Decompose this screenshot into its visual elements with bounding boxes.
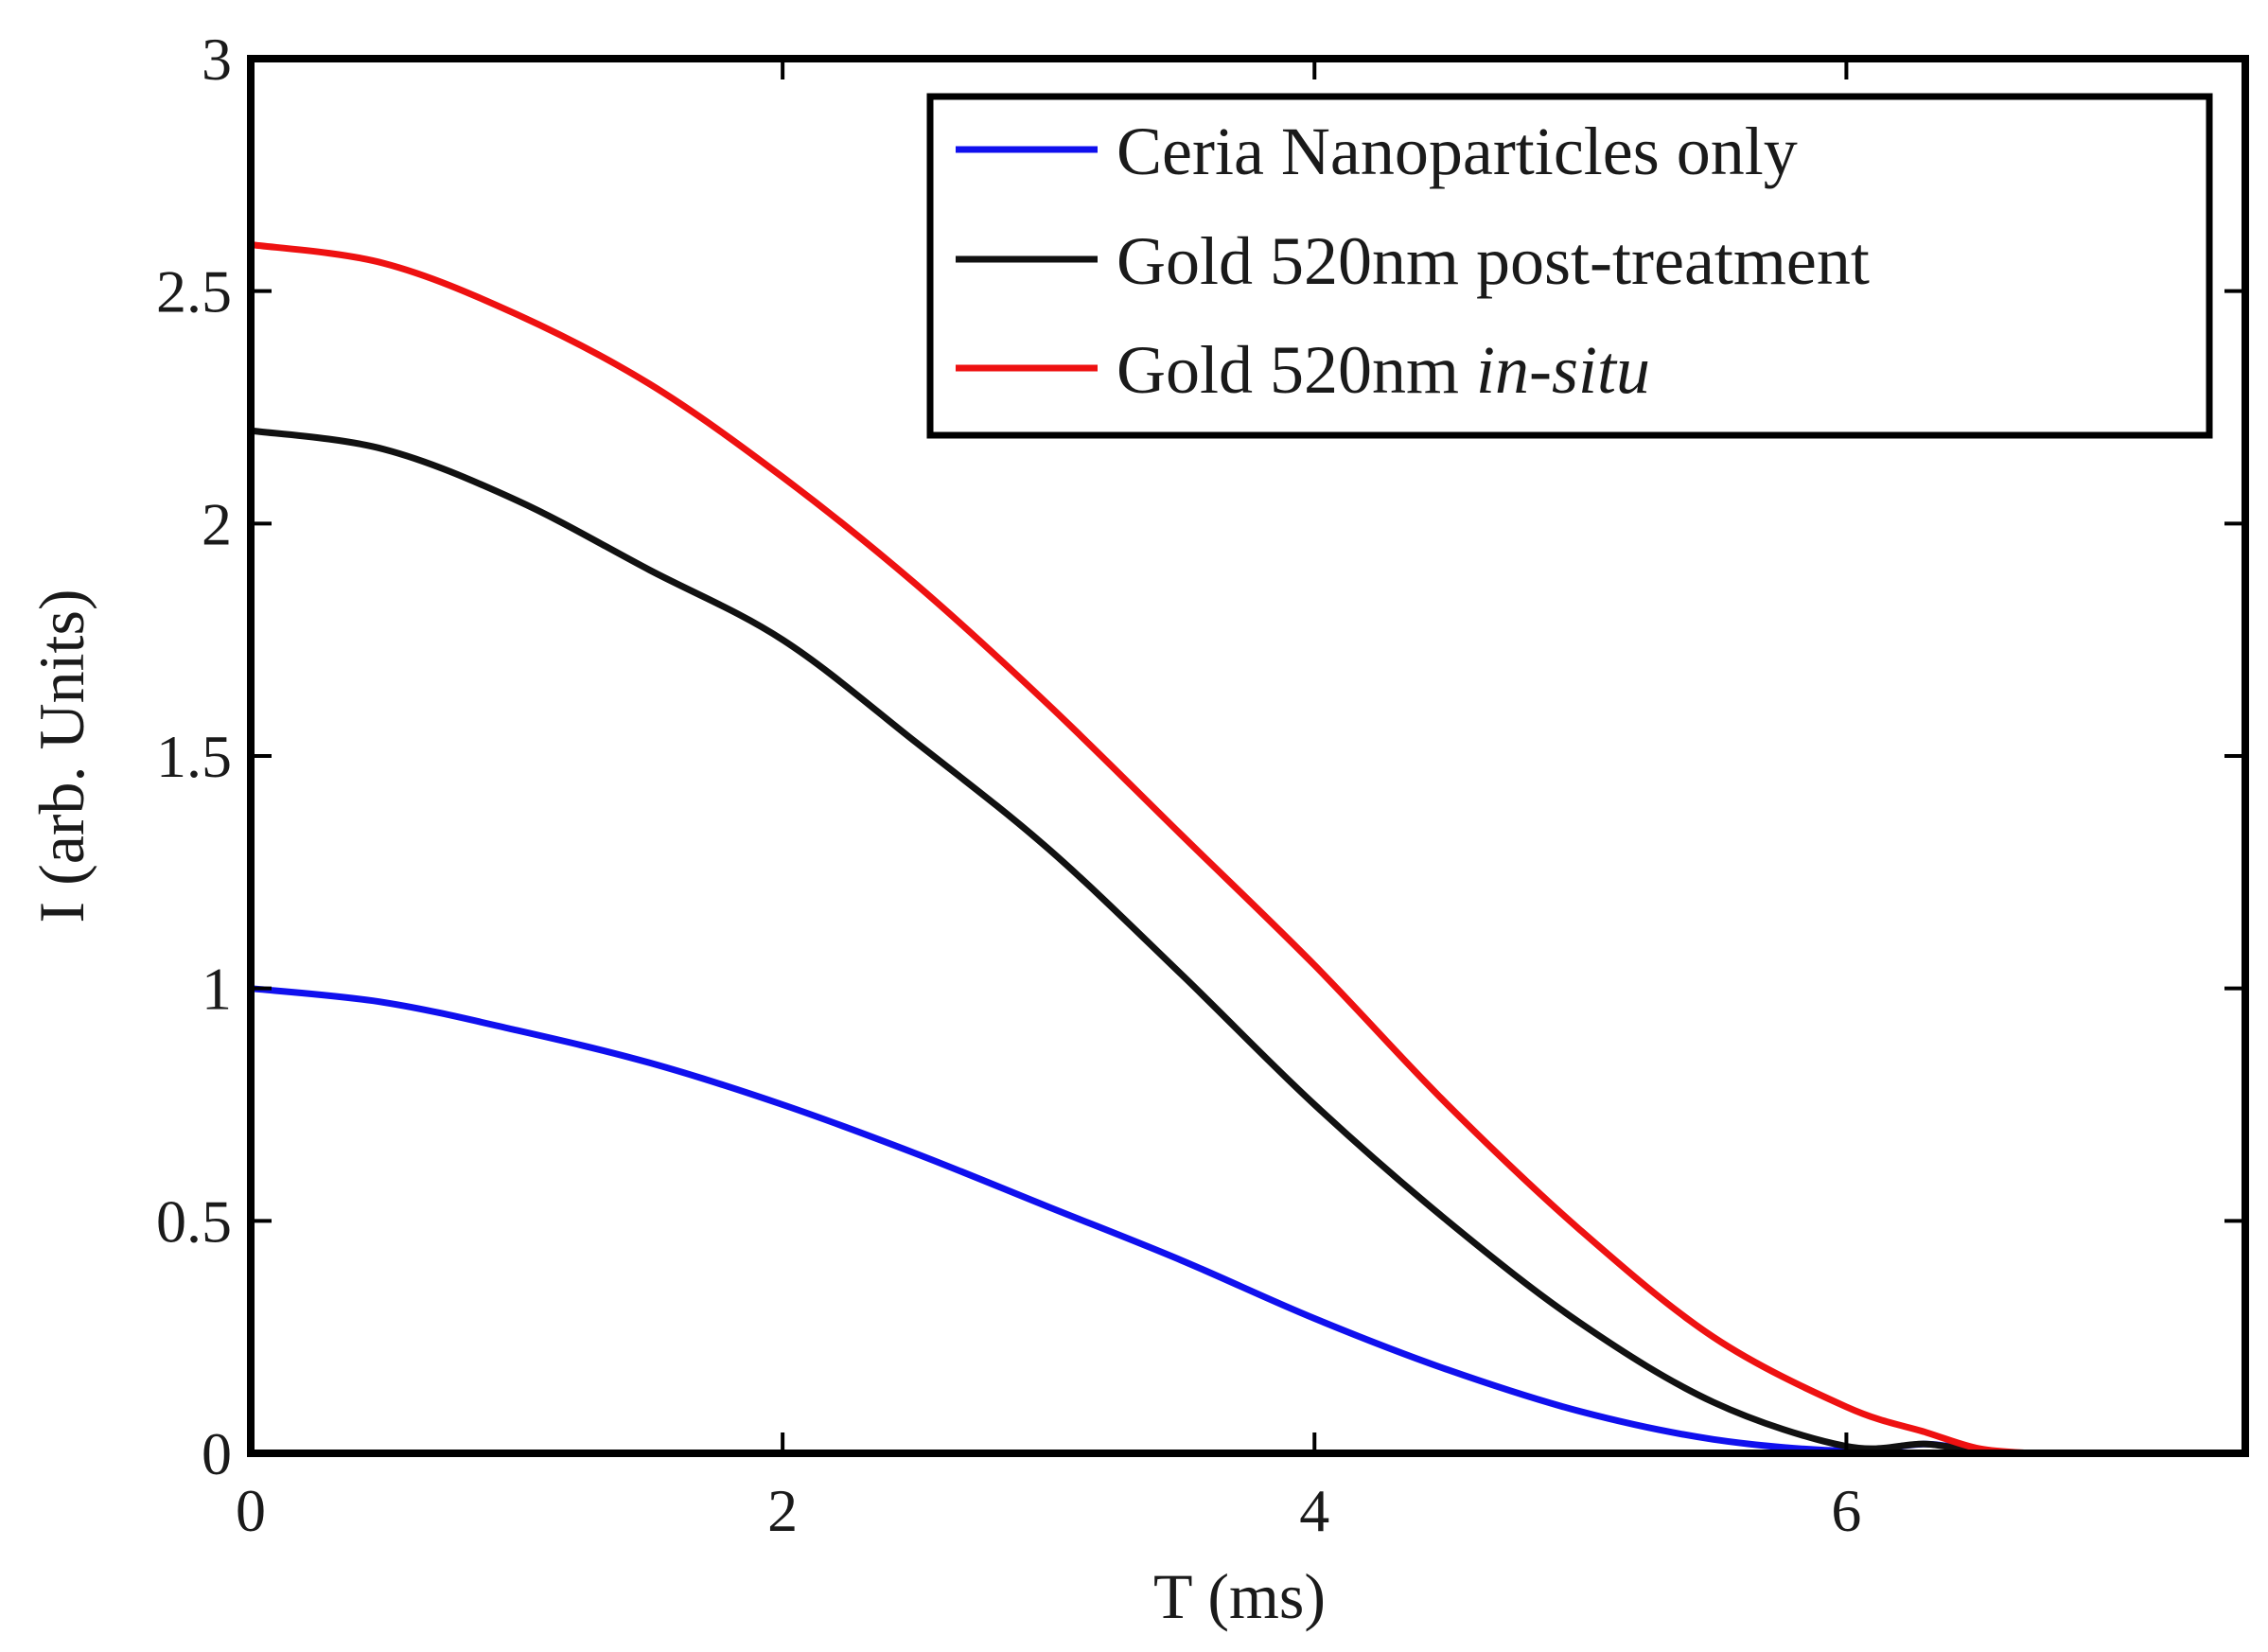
- y-tick-label: 3: [202, 26, 232, 93]
- x-tick-label: 0: [236, 1477, 266, 1544]
- y-tick-label: 2: [202, 490, 232, 557]
- y-axis-ticks: 0 0.5 1 1.5 2 2.5 3: [156, 26, 2245, 1487]
- series-line-0: [247, 985, 1983, 1457]
- legend-label-text: Gold 520nm: [1116, 332, 1476, 408]
- x-tick-label: 4: [1299, 1477, 1329, 1544]
- y-tick-label: 0: [202, 1420, 232, 1487]
- y-tick-label: 1.5: [156, 723, 232, 790]
- legend-label-2: Gold 520nm in-situ: [1116, 332, 1650, 408]
- x-tick-label: 6: [1831, 1477, 1861, 1544]
- legend-label-text: Gold 520nm post-treatment: [1116, 223, 1870, 299]
- plot-layer: [247, 241, 2036, 1457]
- y-axis-title: I (arb. Units): [26, 589, 97, 923]
- legend-label-text: Ceria Nanoparticles only: [1116, 114, 1798, 189]
- x-axis-title: T (ms): [1153, 1560, 1326, 1632]
- legend: Ceria Nanoparticles only Gold 520nm post-…: [926, 93, 2213, 439]
- y-tick-label: 0.5: [156, 1187, 232, 1255]
- legend-label-italic: in-situ: [1476, 332, 1650, 408]
- legend-label-1: Gold 520nm post-treatment: [1116, 223, 1870, 299]
- x-axis-ticks: 0 2 4 6: [236, 59, 1861, 1544]
- y-tick-label: 2.5: [156, 258, 232, 325]
- legend-box: [926, 93, 2213, 439]
- series-line-2: [247, 241, 2036, 1457]
- legend-label-0: Ceria Nanoparticles only: [1116, 114, 1798, 189]
- x-tick-label: 2: [767, 1477, 798, 1544]
- y-tick-label: 1: [202, 956, 232, 1023]
- series-line-1: [247, 427, 1983, 1457]
